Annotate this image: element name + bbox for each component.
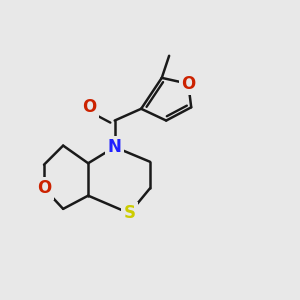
Text: S: S xyxy=(123,204,135,222)
Text: O: O xyxy=(181,75,195,93)
Text: O: O xyxy=(37,179,51,197)
Text: O: O xyxy=(82,98,97,116)
Text: N: N xyxy=(108,138,122,156)
